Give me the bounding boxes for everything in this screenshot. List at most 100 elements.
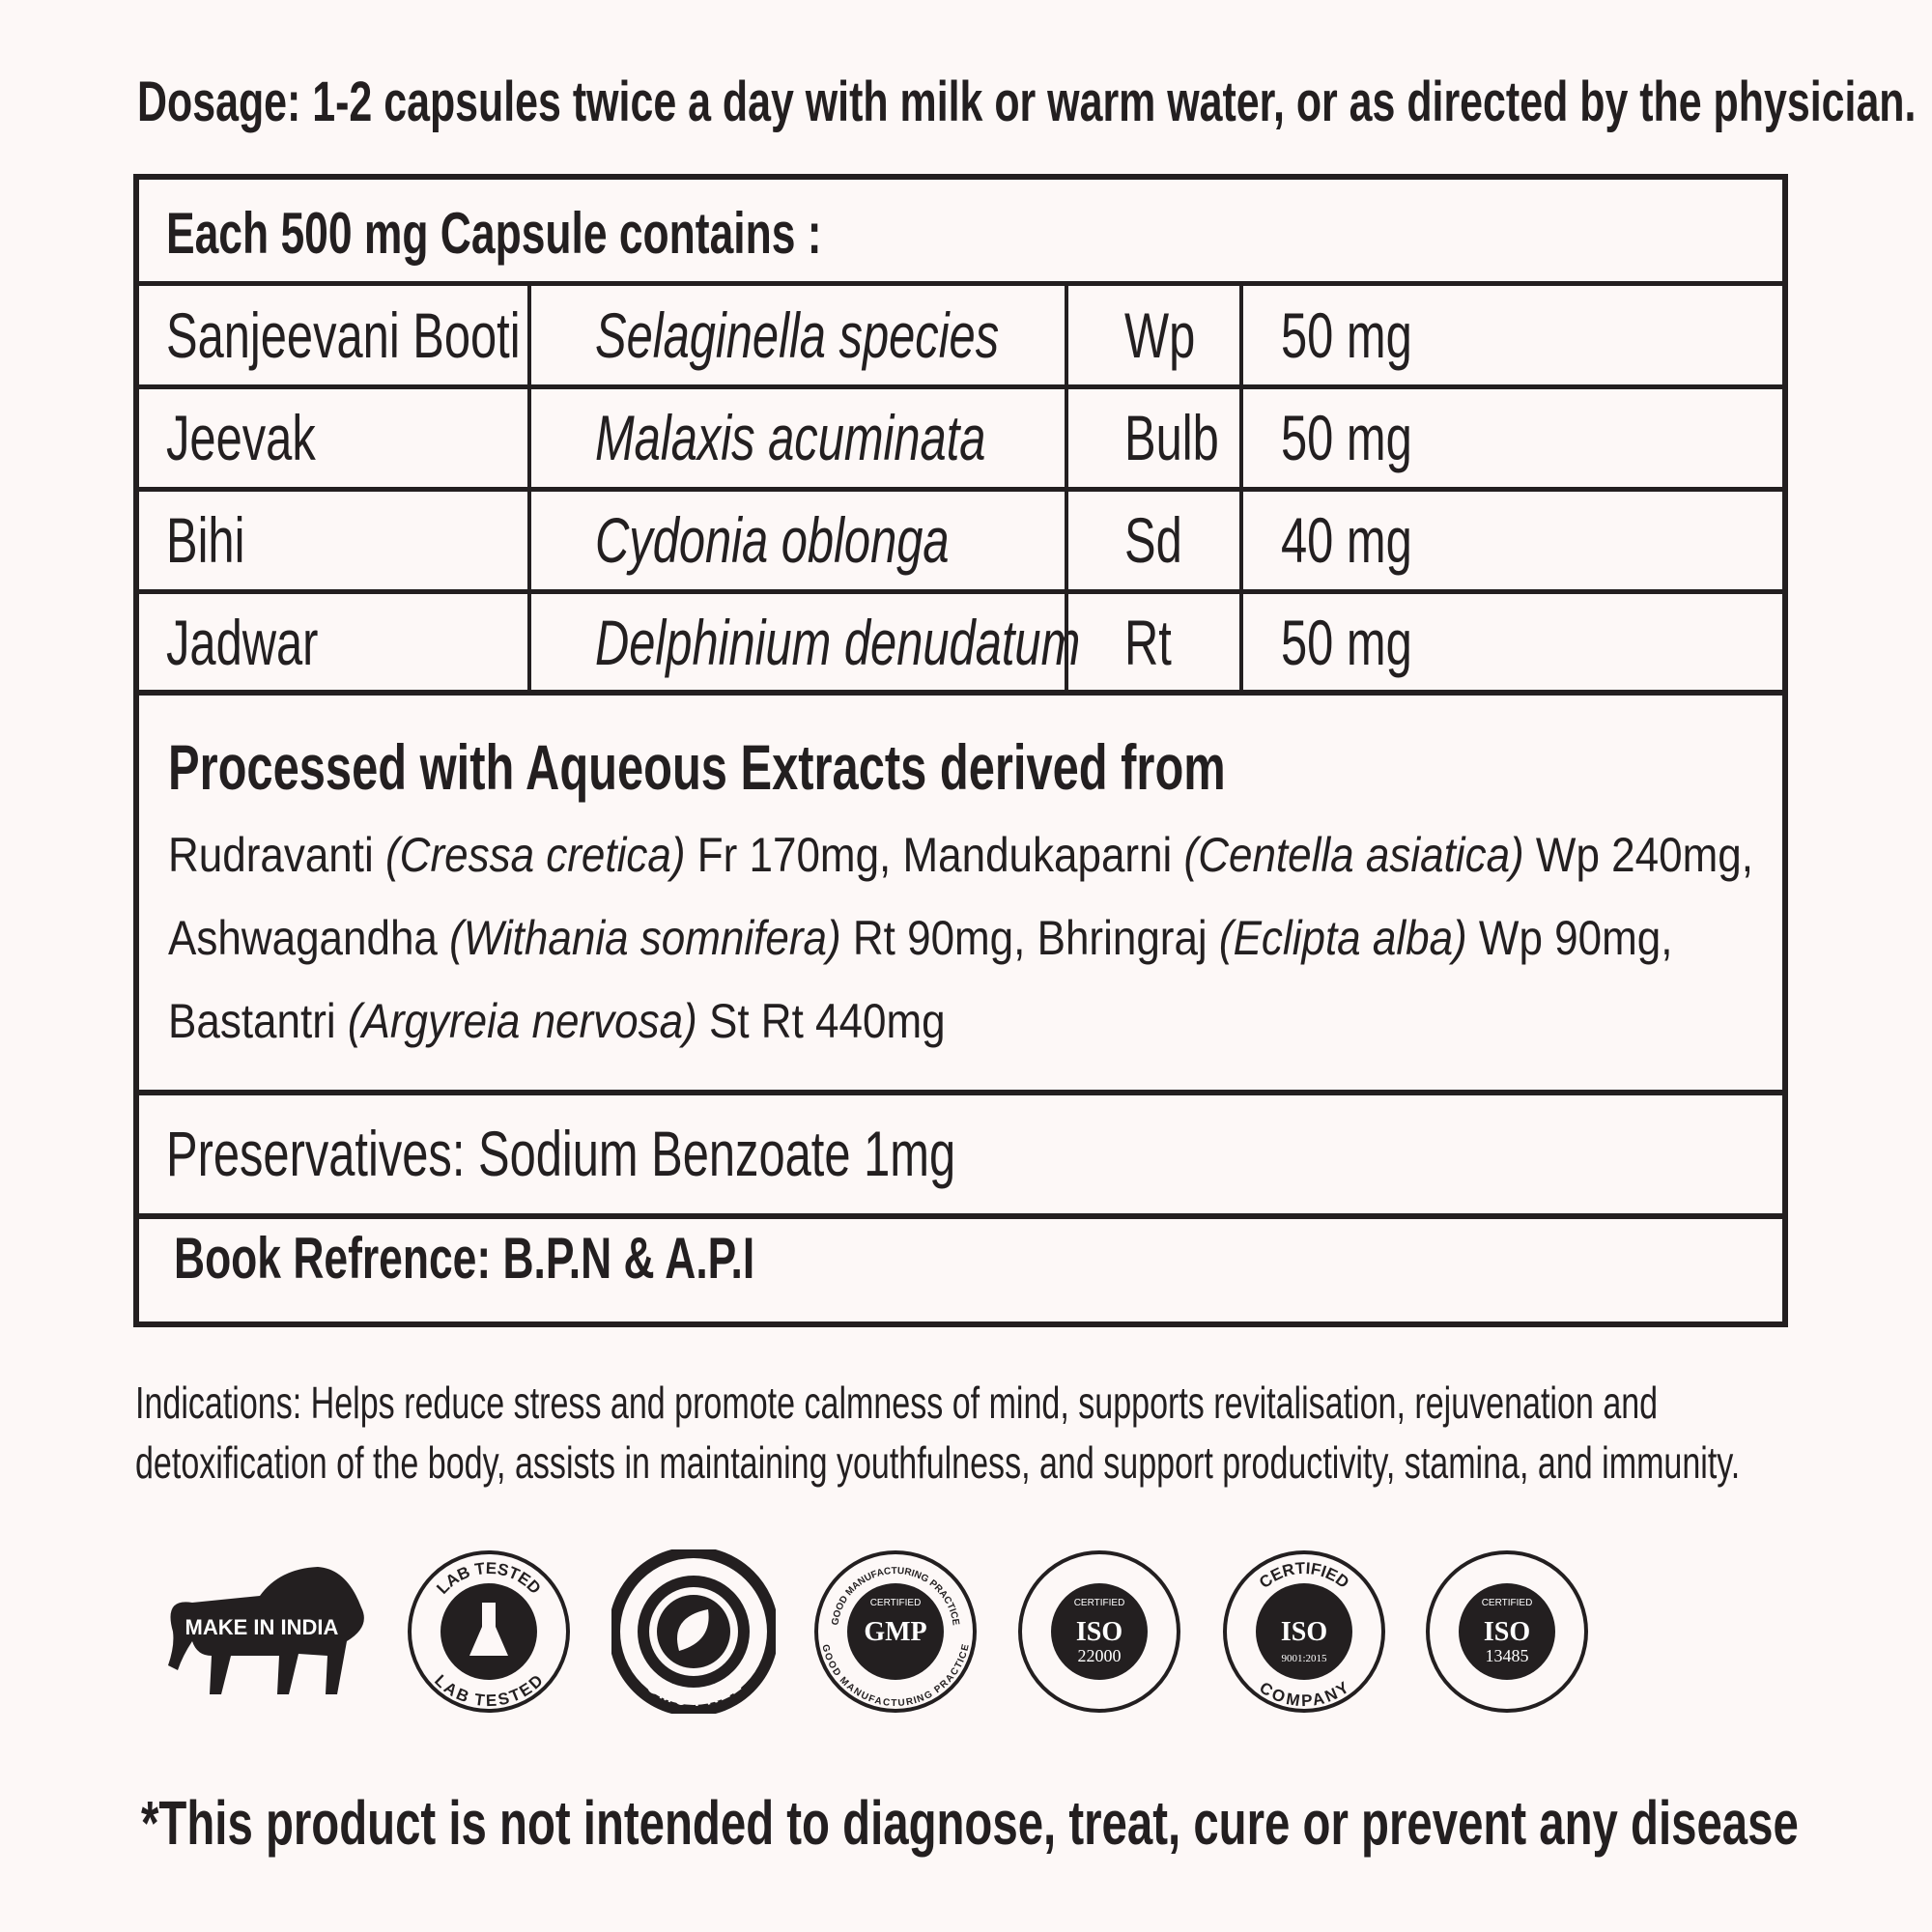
cell-text: Cydonia oblonga — [595, 504, 950, 576]
badge-center-text: ISO — [1484, 1617, 1530, 1647]
ingredient-text: Rt 90mg, Bhringraj — [840, 911, 1219, 965]
disclaimer-text: *This product is not intended to diagnos… — [141, 1788, 1799, 1858]
cell-text: 50 mg — [1281, 299, 1412, 371]
cell-text: Jadwar — [166, 607, 319, 678]
gmp-icon: GOOD MANUFACTURING PRACTICE GOOD MANUFAC… — [814, 1550, 977, 1713]
table-cell-part: Rt — [1124, 611, 1188, 674]
table-cell-part: Wp — [1124, 303, 1220, 367]
cell-text: Malaxis acuminata — [595, 402, 986, 473]
divider — [1239, 281, 1243, 692]
ingredient-text: Wp 240mg, — [1523, 828, 1753, 882]
leaf-badge: GMO FREE GMO FREE — [609, 1547, 779, 1717]
table-cell-part: Bulb — [1124, 406, 1252, 469]
badge-sub-text: 22000 — [1078, 1646, 1122, 1665]
badge-small-text: CERTIFIED — [1074, 1598, 1125, 1608]
table-cell-name: Sanjeevani Booti — [166, 303, 644, 367]
iso-badge: CERTIFIED COMPANY ISO 9001:2015 — [1222, 1549, 1386, 1714]
table-cell-name: Jadwar — [166, 611, 372, 674]
dosage-text: Dosage: 1-2 capsules twice a day with mi… — [137, 70, 1932, 134]
table-cell-part: Sd — [1124, 508, 1203, 572]
cell-text: 50 mg — [1281, 402, 1412, 473]
lion-icon: MAKE IN INDIA — [168, 1567, 364, 1694]
indications-text: detoxification of the body, assists in m… — [135, 1437, 1741, 1488]
flask-icon: LAB TESTED LAB TESTED — [408, 1550, 570, 1713]
table-cell-botanical: Malaxis acuminata — [595, 406, 1123, 469]
processed-line: Bastantri (Argyreia nervosa) St Rt 440mg — [168, 993, 946, 1049]
iso-icon: CERTIFIED COMPANY ISO 9001:2015 — [1223, 1550, 1385, 1713]
cell-text: Jeevak — [166, 402, 316, 473]
processed-line: Ashwagandha (Withania somnifera) Rt 90mg… — [168, 910, 1672, 966]
iso-icon: CERTIFIED ISO 13485 — [1426, 1550, 1588, 1713]
cell-text: 40 mg — [1281, 504, 1412, 576]
divider — [527, 281, 531, 692]
cell-text: Wp — [1124, 299, 1196, 371]
composition-table: Each 500 mg Capsule contains : Sanjeevan… — [133, 174, 1788, 1327]
table-cell-botanical: Delphinium denudatum — [595, 611, 1251, 674]
cell-text: Selaginella species — [595, 299, 1000, 371]
cell-text: Sanjeevani Booti — [166, 299, 521, 371]
badge-center-text: ISO — [1281, 1617, 1327, 1647]
book-reference-text: Book Refrence: B.P.N & A.P.I — [174, 1226, 755, 1291]
badge-small-text: CERTIFIED — [1482, 1598, 1533, 1608]
iso-icon: CERTIFIED ISO 22000 — [1018, 1550, 1180, 1713]
divider — [139, 589, 1782, 594]
ingredient-text: Rudravanti — [168, 828, 386, 882]
preservatives: Preservatives: Sodium Benzoate 1mg — [166, 1122, 1233, 1185]
divider — [139, 690, 1782, 696]
badge-sub-text: 13485 — [1486, 1646, 1529, 1665]
flask-badge: LAB TESTED LAB TESTED — [407, 1549, 571, 1714]
table-cell-amount: 50 mg — [1281, 611, 1458, 674]
divider — [139, 384, 1782, 389]
botanical-name: (Withania somnifera) — [449, 911, 841, 965]
ingredient-text: Wp 90mg, — [1466, 911, 1673, 965]
divider — [139, 1090, 1782, 1095]
badge-small-text: CERTIFIED — [870, 1598, 922, 1608]
cell-text: 50 mg — [1281, 607, 1412, 678]
iso-badge: CERTIFIED ISO 13485 — [1425, 1549, 1589, 1714]
badge-center-text: ISO — [1076, 1617, 1122, 1647]
processed-line: Rudravanti (Cressa cretica) Fr 170mg, Ma… — [168, 827, 1753, 883]
divider — [139, 281, 1782, 286]
table-header-text: Each 500 mg Capsule contains : — [166, 201, 822, 266]
cell-text: Bihi — [166, 504, 245, 576]
cell-text: Sd — [1124, 504, 1182, 576]
table-cell-botanical: Selaginella species — [595, 303, 1141, 367]
divider — [139, 487, 1782, 492]
ingredient-text: Bastantri — [168, 994, 348, 1048]
indications-text: Indications: Helps reduce stress and pro… — [135, 1378, 1659, 1428]
book-reference: Book Refrence: B.P.N & A.P.I — [174, 1230, 958, 1288]
table-cell-amount: 50 mg — [1281, 303, 1458, 367]
cell-text: Rt — [1124, 607, 1172, 678]
botanical-name: (Cressa cretica) — [385, 828, 686, 882]
table-cell-name: Jeevak — [166, 406, 368, 469]
badge-sub-text: 9001:2015 — [1281, 1653, 1327, 1664]
disclaimer: *This product is not intended to diagnos… — [141, 1787, 1932, 1859]
indications-line: Indications: Helps reduce stress and pro… — [135, 1377, 1932, 1429]
table-cell-amount: 50 mg — [1281, 406, 1458, 469]
leaf-icon: GMO FREE GMO FREE — [609, 1547, 779, 1717]
cell-text: Delphinium denudatum — [595, 607, 1081, 678]
botanical-name: (Eclipta alba) — [1218, 911, 1467, 965]
table-cell-amount: 40 mg — [1281, 508, 1458, 572]
table-header: Each 500 mg Capsule contains : — [166, 205, 1052, 263]
dosage-label: Dosage: 1-2 capsules twice a day with mi… — [137, 71, 1917, 133]
divider — [139, 1213, 1782, 1219]
processed-title: Processed with Aqueous Extracts derived … — [168, 735, 1597, 799]
ingredient-text: Fr 170mg, Mandukaparni — [685, 828, 1184, 882]
table-cell-name: Bihi — [166, 508, 272, 572]
iso-badge: CERTIFIED ISO 22000 — [1017, 1549, 1181, 1714]
ingredient-text: Ashwagandha — [168, 911, 450, 965]
gmp-badge: GOOD MANUFACTURING PRACTICE GOOD MANUFAC… — [813, 1549, 978, 1714]
divider — [1065, 281, 1068, 692]
table-cell-botanical: Cydonia oblonga — [595, 508, 1073, 572]
badge-center-text: GMP — [864, 1617, 926, 1647]
indications-line: detoxification of the body, assists in m… — [135, 1436, 1932, 1489]
processed-title-text: Processed with Aqueous Extracts derived … — [168, 731, 1226, 803]
cell-text: Bulb — [1124, 402, 1219, 473]
lion-badge: MAKE IN INDIA — [168, 1549, 364, 1714]
botanical-name: (Argyreia nervosa) — [347, 994, 697, 1048]
ingredient-text: St Rt 440mg — [696, 994, 946, 1048]
preservatives-text: Preservatives: Sodium Benzoate 1mg — [166, 1118, 956, 1189]
botanical-name: (Centella asiatica) — [1183, 828, 1524, 882]
